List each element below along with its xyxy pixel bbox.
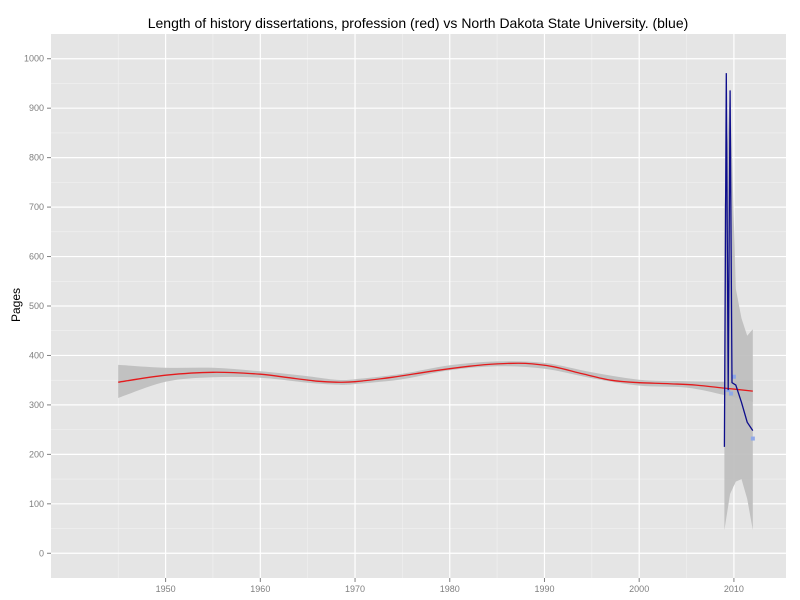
y-tick-label: 0 [39, 548, 44, 558]
y-tick-label: 900 [29, 103, 44, 113]
x-tick-label: 1970 [345, 584, 365, 594]
x-tick-label: 1950 [156, 584, 176, 594]
y-axis-label: Pages [9, 288, 23, 322]
y-tick-label: 200 [29, 449, 44, 459]
series-line-2 [723, 73, 754, 447]
plot-panel [51, 34, 786, 578]
x-tick-label: 1980 [440, 584, 460, 594]
y-tick-label: 700 [29, 202, 44, 212]
x-tick-label: 2010 [724, 584, 744, 594]
y-tick-label: 600 [29, 252, 44, 262]
y-tick-label: 300 [29, 400, 44, 410]
y-tick-label: 500 [29, 301, 44, 311]
data-point [750, 436, 755, 441]
y-tick-label: 800 [29, 153, 44, 163]
data-point [729, 391, 734, 396]
series-line-1 [118, 362, 753, 392]
x-tick-label: 2000 [629, 584, 649, 594]
y-tick-label: 400 [29, 350, 44, 360]
chart-title: Length of history dissertations, profess… [148, 15, 689, 31]
x-tick-label: 1990 [534, 584, 554, 594]
y-tick-label: 1000 [24, 54, 44, 64]
x-tick-label: 1960 [250, 584, 270, 594]
y-tick-label: 100 [29, 499, 44, 509]
confidence-band [724, 88, 753, 531]
data-point [731, 374, 736, 379]
